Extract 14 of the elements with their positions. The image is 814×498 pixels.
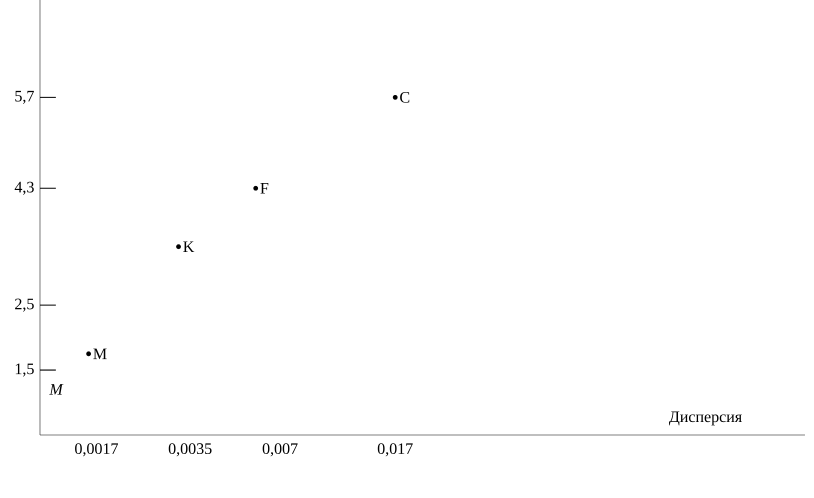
x-tick-label: 0,0017 [75, 443, 118, 456]
series-label: F [260, 183, 268, 194]
y-tick-label: 1,5 [16, 364, 34, 377]
x-axis-title: Дисперсия [669, 412, 742, 426]
y-tick-label: 2,5 [15, 298, 34, 312]
series-label: K [183, 241, 194, 252]
x-tick-label: 0,017 [378, 443, 413, 456]
y-tick-label: 4,3 [14, 182, 34, 195]
annotation: M [49, 384, 64, 395]
x-tick-label: 0,007 [262, 443, 298, 456]
series-label: C [400, 92, 410, 103]
series-label: M [93, 348, 107, 360]
x-tick-label: 0,0035 [168, 443, 212, 456]
y-tick-label: 5,7 [15, 90, 34, 104]
